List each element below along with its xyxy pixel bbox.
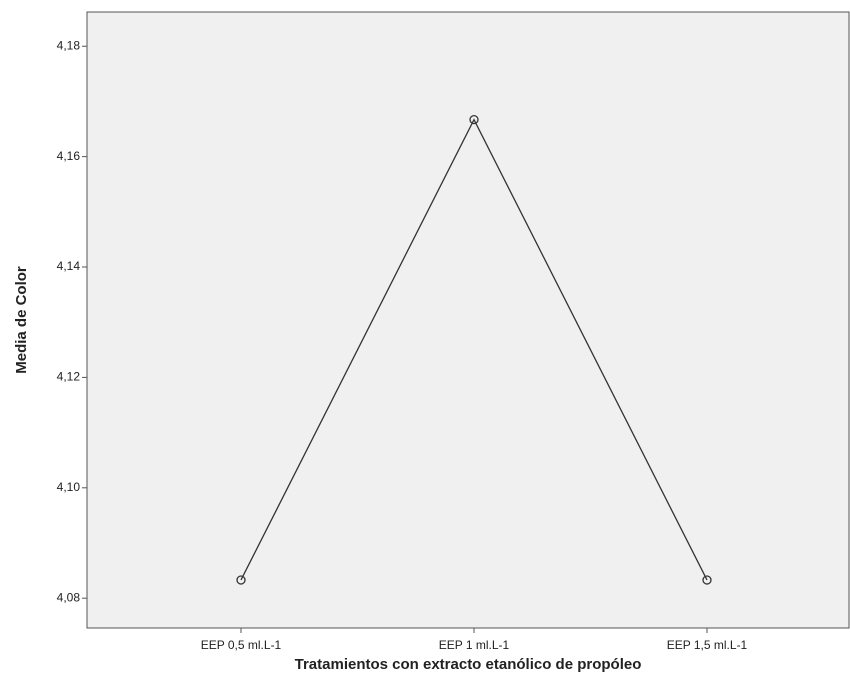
- y-tick-label: 4,10: [57, 480, 81, 494]
- y-tick-label: 4,18: [57, 38, 81, 52]
- y-tick-label: 4,14: [57, 259, 81, 273]
- y-tick-label: 4,08: [57, 590, 81, 604]
- x-axis-title: Tratamientos con extracto etanólico de p…: [295, 656, 642, 673]
- data-point: [236, 575, 246, 585]
- y-tick-label: 4,12: [57, 370, 81, 384]
- y-tick-label: 4,16: [57, 149, 81, 163]
- data-point: [469, 114, 479, 125]
- x-tick-label: EEP 0,5 ml.L-1: [201, 638, 282, 652]
- data-point: [702, 575, 712, 585]
- plot-area: [86, 11, 850, 629]
- x-tick-label: EEP 1,5 ml.L-1: [667, 638, 748, 652]
- y-axis-title: Media de Color: [13, 266, 30, 374]
- x-tick-label: EEP 1 ml.L-1: [439, 638, 510, 652]
- data-line: [240, 118, 708, 581]
